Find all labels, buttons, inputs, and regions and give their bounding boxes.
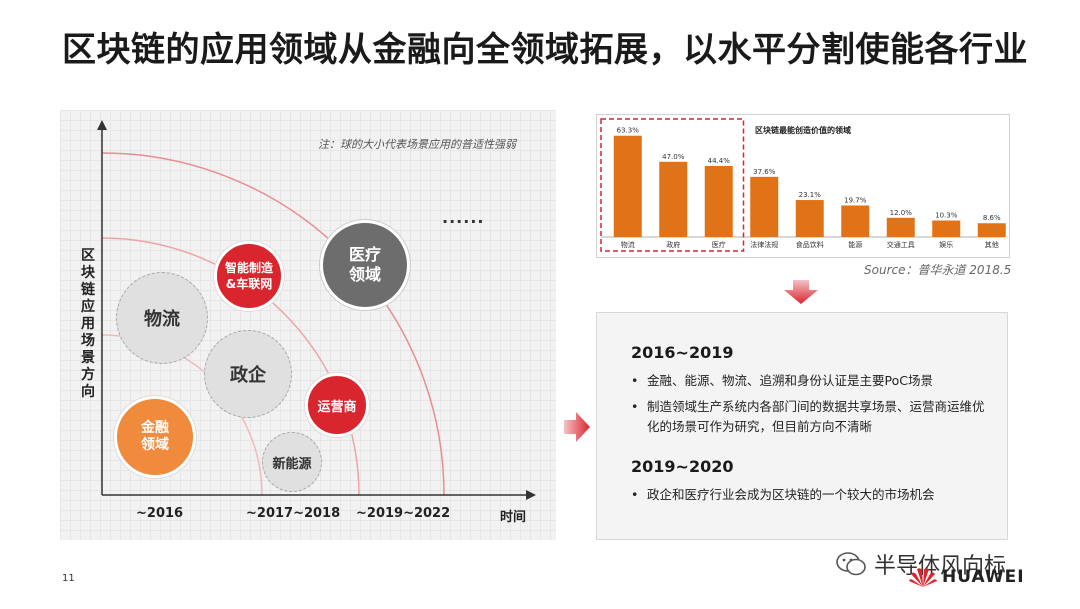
watermark: 半导体风向标 [836,548,1006,580]
period-2019-2020: 2019~2020 [631,457,734,476]
bullet-item: • 金融、能源、物流、追溯和身份认证是主要PoC场景 [631,371,987,391]
wechat-icon [836,552,866,576]
bubble-operator: 运营商 [305,373,369,437]
bubble-smart-manufacturing: 智能制造 &车联网 [214,241,284,311]
source-note: Source：普华永道 2018.5 [864,263,1012,277]
bar-value-label: 19.7% [844,196,867,204]
x-tick-2016: ~2016 [136,506,184,521]
bar [841,205,870,237]
bar-category-label: 医疗 [712,240,726,249]
bubble-government: 政企 [204,330,292,418]
x-axis-label: 时间 [500,510,527,525]
bullet-item: • 政企和医疗行业会成为区块链的一个较大的市场机会 [631,485,987,505]
bar-value-label: 23.1% [799,191,822,199]
bar-category-label: 政府 [666,240,680,249]
x-axis-arrow [526,490,536,500]
bar-category-label: 法律法规 [750,240,778,249]
chart-title: 区块链最能创造价值的领域 [755,126,851,135]
bullet-dot: • [631,399,639,414]
bubble-finance: 金融 领域 [114,396,196,478]
x-tick-2019-2022: ~2019~2022 [356,506,451,521]
bar [932,220,961,237]
bubble-logistics: 物流 [116,272,208,364]
down-arrow-icon [784,280,818,304]
timeline-textbox: 2016~2019 • 金融、能源、物流、追溯和身份认证是主要PoC场景 • 制… [596,312,1008,540]
bar [613,135,642,237]
bullet-dot: • [631,373,639,388]
bar [795,200,824,237]
bar-value-label: 44.4% [708,157,731,165]
huawei-petal-icon [909,568,937,587]
y-axis-label: 区 块 链 应 用 场 景 方 向 [81,248,95,400]
page-number: 11 [62,573,75,584]
page-title: 区块链的应用领域从金融向全领域拓展，以水平分割使能各行业 [62,30,1028,70]
bullet-item: • 制造领域生产系统内各部门间的数据共享场景、运营商运维优化的场景可作为研究，但… [631,399,985,434]
bubble-new-energy: 新能源 [262,432,322,492]
bar-category-label: 物流 [621,240,635,249]
bar-category-label: 食品饮料 [796,240,824,249]
bar [977,223,1006,237]
evolution-diagram-panel: 注：球的大小代表场景应用的普适性强弱 ...... 区 块 链 应 用 场 景 … [60,110,556,540]
bar-value-label: 63.3% [617,127,640,135]
bar-chart: 63.3% 物流 47.0% 政府 44.4% 医疗 37.6% 法律法规 23.1% 食品饮料 1… [600,118,1006,252]
ellipsis: ...... [442,208,485,227]
bar [659,161,688,237]
bar-category-label: 娱乐 [939,240,953,249]
bubble-size-note: 注：球的大小代表场景应用的普适性强弱 [318,138,516,151]
bar-chart-panel: 区块链最能创造价值的领域 63.3% 物流 47.0% 政府 44.4% 医疗 37.6% 法… [596,114,1010,258]
bar-value-label: 12.0% [890,209,913,217]
bar-category-label: 交通工具 [887,240,915,249]
bubble-medical: 医疗 领域 [320,220,410,310]
bar [704,165,733,237]
bar [750,176,779,237]
period-2016-2019: 2016~2019 [631,343,734,362]
x-tick-2017-2018: ~2017~2018 [246,506,341,521]
bar-value-label: 10.3% [935,212,958,220]
bar-value-label: 8.6% [983,214,1001,222]
right-arrow-icon [564,412,590,442]
bar-category-label: 其他 [985,240,999,249]
bar-category-label: 能源 [848,240,862,249]
bullet-dot: • [631,487,639,502]
highlight-box [600,118,745,252]
y-axis-arrow [97,120,107,130]
bar-value-label: 37.6% [753,168,776,176]
huawei-logo: HUAWEI [908,566,1025,588]
bar-value-label: 47.0% [662,153,685,161]
arc-2017-2018 [101,237,360,496]
bar [886,217,915,237]
